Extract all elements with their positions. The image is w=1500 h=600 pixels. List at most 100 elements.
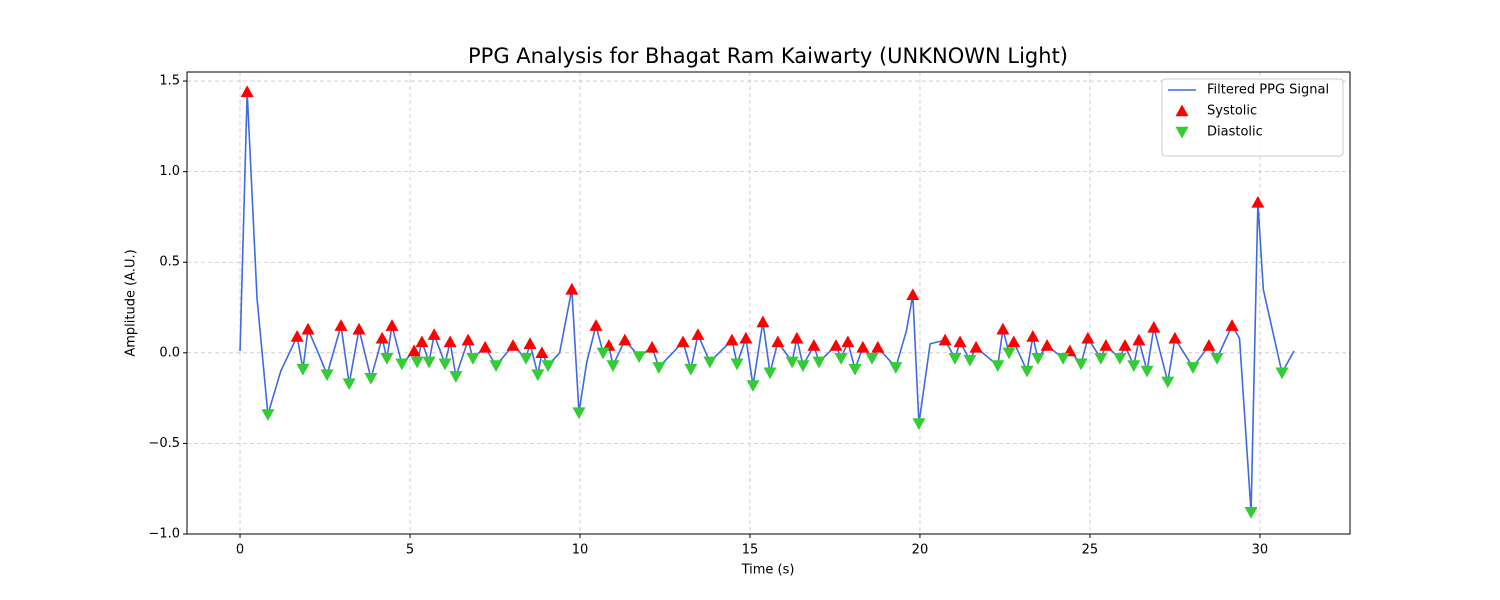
peak-marker [969,340,983,353]
peak-marker [334,319,348,331]
peak-marker [796,360,810,373]
peak-marker [301,322,315,335]
peak-marker [1275,367,1289,380]
y-tick-label: −1.0 [148,527,180,542]
y-tick-label: 1.0 [159,164,180,179]
legend-marker [1175,104,1189,117]
peak-marker [380,353,394,365]
peak-marker [1132,333,1146,346]
peak-marker [506,339,520,351]
peak-marker [531,369,545,382]
x-tick-label: 25 [1082,543,1099,558]
peak-marker [1002,347,1016,360]
peak-marker [790,331,804,344]
peak-marker [730,358,744,371]
x-tick-label: 10 [572,543,589,558]
peak-marker [963,354,977,367]
peak-marker [443,335,457,348]
peak-marker [1007,335,1021,348]
peak-marker [756,315,770,328]
peak-marker [385,319,399,331]
peak-marker [703,356,717,369]
peak-marker [375,331,389,344]
peak-marker [1168,331,1182,344]
peak-marker [395,358,409,371]
peak-marker [407,344,421,357]
peak-marker [541,360,555,373]
peak-marker [466,353,480,365]
peak-marker [290,330,304,342]
peak-marker [763,367,777,380]
peak-marker [948,353,962,365]
peak-marker [1020,365,1034,378]
peak-marker [1140,365,1154,378]
legend-label: Systolic [1207,104,1257,119]
peak-marker [422,356,436,369]
legend-marker [1175,126,1189,139]
peak-marker [856,340,870,353]
x-tick-label: 15 [742,543,759,558]
peak-marker [618,333,632,346]
peak-marker [785,356,799,369]
legend-label: Filtered PPG Signal [1207,83,1329,98]
peak-marker [519,353,533,365]
peak-marker [632,351,646,363]
chart-title: PPG Analysis for Bhagat Ram Kaiwarty (UN… [468,44,1068,68]
peak-marker [1251,195,1265,208]
peak-marker [1161,376,1175,389]
peak-marker [676,335,690,348]
peak-marker [352,322,366,335]
peak-marker [589,319,603,331]
peak-marker [1094,353,1108,365]
peak-marker [684,363,698,376]
peak-marker [889,362,903,374]
peak-marker [1127,360,1141,373]
peak-marker [535,346,549,359]
peak-marker [1040,339,1054,351]
x-tick-label: 5 [406,543,414,558]
y-tick-label: 1.5 [159,74,180,89]
peak-marker [771,335,785,348]
peak-marker [1031,353,1045,365]
peak-marker [1225,319,1239,331]
x-tick-label: 20 [912,543,929,558]
peak-marker [342,378,356,391]
peak-marker [461,333,475,346]
peak-marker [410,356,424,369]
peak-marker [841,335,855,348]
peak-marker [1074,358,1088,371]
peak-marker [523,337,537,349]
plot-frame [186,71,1351,535]
peak-marker [848,363,862,376]
legend-label: Diastolic [1207,125,1263,140]
y-axis-label: Amplitude (A.U.) [124,249,139,356]
peak-marker [1056,353,1070,365]
peak-marker [415,335,429,348]
y-tick-label: −0.5 [148,436,180,451]
peak-marker [320,369,334,382]
peak-marker [565,282,579,295]
y-tick-label: 0.0 [159,345,180,360]
peak-marker [261,409,275,421]
peak-marker [572,407,586,420]
x-axis-label: Time (s) [741,563,795,578]
peak-marker [865,353,879,365]
peak-marker [364,372,378,385]
peak-marker [478,340,492,353]
peak-marker [991,360,1005,373]
peak-marker [912,418,926,430]
peak-marker [427,328,441,340]
peak-marker [829,339,843,351]
peak-marker [296,363,310,376]
peak-marker [1210,353,1224,365]
legend-box [1161,78,1344,157]
peak-marker [725,333,739,346]
peak-marker [645,340,659,353]
peak-marker [906,288,920,301]
x-tick-label: 0 [236,543,244,558]
peak-marker [938,333,952,346]
y-tick-label: 0.5 [159,255,180,270]
peak-marker [1099,339,1113,351]
peak-marker [807,339,821,351]
